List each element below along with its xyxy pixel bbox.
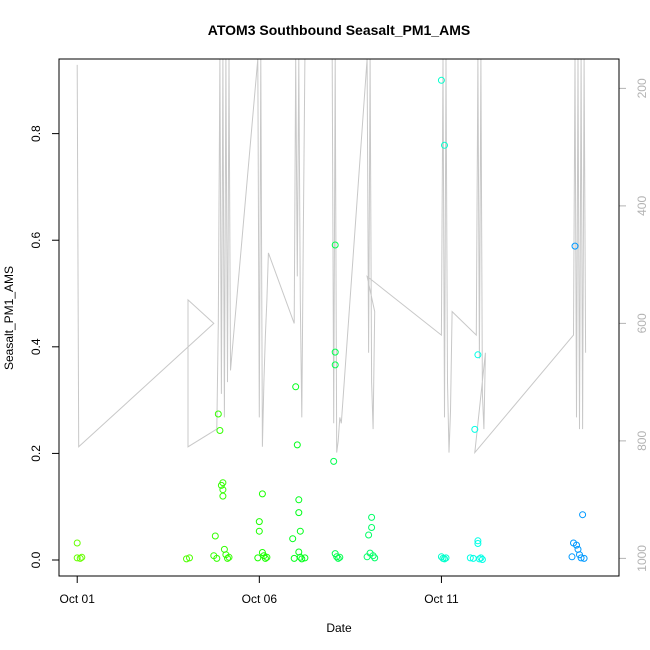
data-point [474,351,482,359]
data-point [330,457,338,465]
data-point [331,241,339,249]
data-point [216,427,224,434]
data-point [255,527,263,535]
data-point [225,553,233,561]
data-point [186,554,193,562]
y-tick-label: 0.8 [29,125,43,142]
x-tick-label: Oct 11 [424,592,459,606]
y2-tick-label: 200 [635,78,649,98]
data-point [301,554,309,562]
data-point [471,425,479,433]
y2-tick-label: 600 [635,313,649,333]
data-point [263,553,271,561]
data-point [211,532,219,540]
x-tick-label: Oct 01 [60,592,96,606]
data-point [258,490,266,498]
data-point [331,361,339,369]
data-point [437,76,445,84]
data-point [368,513,376,521]
data-point [292,383,300,391]
x-axis-label: Date [326,621,352,635]
y2-tick-label: 1000 [635,545,649,572]
data-point [478,556,486,563]
data-point [568,553,576,561]
data-point [214,410,222,418]
data-point [73,554,81,562]
data-point [261,554,269,562]
data-point [254,554,262,562]
data-point [466,554,474,562]
data-point [334,554,342,562]
data-point [369,552,377,560]
data-point [365,531,373,539]
y2-tick-label: 400 [635,196,649,216]
y-axis-label: Seasalt_PM1_AMS [2,266,16,370]
data-point [580,554,588,562]
data-point [474,540,482,547]
data-point [78,553,86,561]
data-point [213,554,221,562]
data-point [371,554,379,562]
data-point [442,554,450,562]
y-tick-label: 0.0 [29,551,43,568]
data-point [573,541,580,549]
data-point [336,553,344,561]
y-tick-label: 0.6 [29,232,43,249]
y-tick-label: 0.4 [29,338,43,355]
data-point [579,511,587,519]
data-point [298,555,306,563]
axes-layer: Oct 01 Oct 06 Oct 11 0.0 0.2 0.4 0.6 0.8 200 400 6… [29,78,649,606]
data-point [296,527,304,535]
points-layer [73,76,588,563]
data-point [224,554,231,562]
data-point [258,549,266,556]
data-point [290,554,298,562]
secondary-series-line [76,58,587,455]
data-point [333,553,341,561]
data-point [295,496,303,504]
data-point [296,553,304,561]
data-point [295,509,303,517]
data-point [76,554,84,562]
data-point [73,539,81,547]
data-point [577,554,585,562]
data-point [475,555,483,563]
data-point [219,492,227,500]
data-point [331,348,339,356]
data-point [477,554,485,562]
plot-frame [58,58,620,577]
data-point [474,537,482,545]
y-tick-label: 0.2 [29,445,43,462]
data-point [368,524,376,531]
chart-title: ATOM3 Southbound Seasalt_PM1_AMS [208,22,470,38]
data-point [293,441,301,449]
data-point [571,242,579,250]
data-point [183,555,190,563]
data-point [441,141,448,149]
data-point [255,518,263,526]
data-point [219,479,227,487]
x-tick-label: Oct 06 [242,592,278,606]
secondary-axis-line-layer [76,58,587,455]
data-point [441,555,448,563]
y2-tick-label: 800 [635,431,649,451]
data-point [289,535,297,543]
